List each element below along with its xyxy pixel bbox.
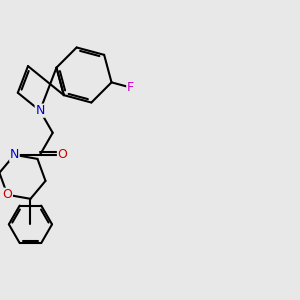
Text: N: N	[35, 104, 45, 117]
Text: F: F	[127, 81, 134, 94]
Text: O: O	[58, 148, 68, 161]
Text: N: N	[10, 148, 19, 161]
Text: O: O	[2, 188, 12, 201]
